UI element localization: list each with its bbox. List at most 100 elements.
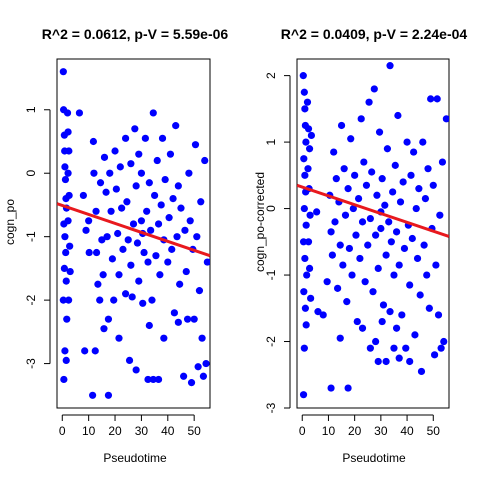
left-data-point [124, 236, 132, 244]
right-data-point [319, 311, 327, 319]
left-data-point [61, 175, 70, 184]
left-data-point [149, 375, 157, 384]
right-y-tick-label: 0 [264, 205, 278, 212]
right-data-point [381, 201, 389, 209]
left-data-point [161, 175, 169, 184]
right-data-point [383, 145, 392, 153]
left-data-point [183, 315, 192, 323]
left-data-point [64, 169, 72, 177]
right-scatter-panel: R^2 = 0.0409, p-V = 2.24e-04 Pseudotime … [253, 26, 467, 465]
left-data-point [166, 150, 175, 158]
right-data-point [390, 271, 398, 279]
left-data-point [164, 258, 172, 266]
right-y-tick-label: 1 [264, 138, 278, 145]
right-data-point [336, 241, 344, 249]
right-data-point [410, 148, 418, 156]
left-data-point [89, 137, 98, 146]
right-data-point [412, 204, 420, 213]
right-data-point [382, 357, 390, 366]
right-y-tick-label: 2 [264, 72, 278, 79]
left-data-point [157, 201, 165, 209]
left-data-point [194, 363, 202, 371]
left-data-point [143, 207, 151, 215]
right-data-point [437, 344, 445, 352]
left-scatter-panel: R^2 = 0.0612, p-V = 5.59e-06 Pseudotime … [3, 26, 228, 465]
right-data-point [349, 204, 357, 213]
left-data-point [82, 226, 90, 234]
left-data-point [107, 207, 115, 215]
left-x-axis-label: Pseudotime [103, 451, 167, 465]
right-x-tick-label: 10 [322, 424, 336, 438]
left-data-point [115, 271, 123, 279]
right-x-axis-label: Pseudotime [342, 451, 406, 465]
left-y-tick-label: 1 [24, 106, 38, 113]
left-data-point [60, 375, 68, 384]
left-y-tick-label: 0 [24, 170, 38, 177]
left-data-point [96, 179, 105, 187]
right-data-point [429, 181, 437, 189]
right-data-point [372, 231, 380, 239]
right-data-point [341, 211, 350, 219]
right-data-point [374, 264, 382, 272]
left-data-point [61, 347, 69, 355]
right-data-point [301, 105, 309, 113]
right-data-point [357, 115, 365, 123]
left-data-point [85, 248, 93, 257]
left-data-point [92, 248, 101, 257]
left-data-point [140, 248, 148, 257]
right-data-point [438, 158, 447, 166]
left-data-point [190, 315, 198, 323]
right-data-point [390, 344, 398, 352]
right-data-point [299, 391, 308, 399]
right-data-point [305, 145, 314, 153]
right-data-point [303, 98, 312, 106]
left-data-point [132, 366, 140, 374]
left-data-point [127, 261, 135, 269]
right-data-point [372, 337, 380, 346]
right-data-point [442, 115, 449, 123]
right-data-point [305, 264, 314, 272]
right-x-tick-label: 50 [427, 424, 441, 438]
left-data-point [156, 271, 164, 279]
left-data-point [64, 217, 72, 225]
left-data-point [199, 372, 208, 380]
right-data-point [396, 198, 405, 206]
right-data-point [368, 168, 376, 176]
right-data-point [378, 175, 386, 183]
right-data-point [413, 254, 422, 263]
left-data-point [61, 233, 69, 241]
left-data-point [79, 191, 87, 200]
left-data-point [151, 191, 159, 200]
right-data-point [304, 125, 313, 133]
right-data-point [356, 254, 364, 263]
right-data-point [425, 304, 433, 312]
right-x-tick-label: 30 [374, 424, 388, 438]
right-data-point [395, 354, 403, 362]
left-data-point [180, 372, 188, 380]
left-data-point [110, 296, 118, 304]
left-data-point [66, 267, 74, 276]
left-data-point [98, 236, 106, 244]
right-data-point [406, 357, 414, 366]
right-data-point [416, 291, 424, 299]
left-data-point [172, 122, 180, 130]
left-data-point [152, 252, 160, 260]
right-x-tick-label: 0 [299, 424, 306, 438]
right-data-point [314, 308, 322, 316]
left-data-point [59, 296, 67, 304]
left-data-point [65, 191, 73, 200]
left-data-point [106, 169, 114, 177]
right-data-point [430, 351, 439, 359]
right-data-point [334, 284, 342, 292]
left-data-point [198, 334, 206, 342]
left-data-point [65, 296, 73, 304]
right-data-point [391, 161, 399, 169]
left-data-point [65, 147, 73, 155]
right-data-point [417, 367, 426, 376]
left-y-axis-label: cogn_po [3, 199, 17, 245]
left-data-point [115, 334, 123, 342]
right-fit-line [297, 183, 449, 238]
right-data-point [337, 121, 346, 130]
left-data-point [114, 229, 122, 238]
right-data-point [385, 218, 393, 226]
